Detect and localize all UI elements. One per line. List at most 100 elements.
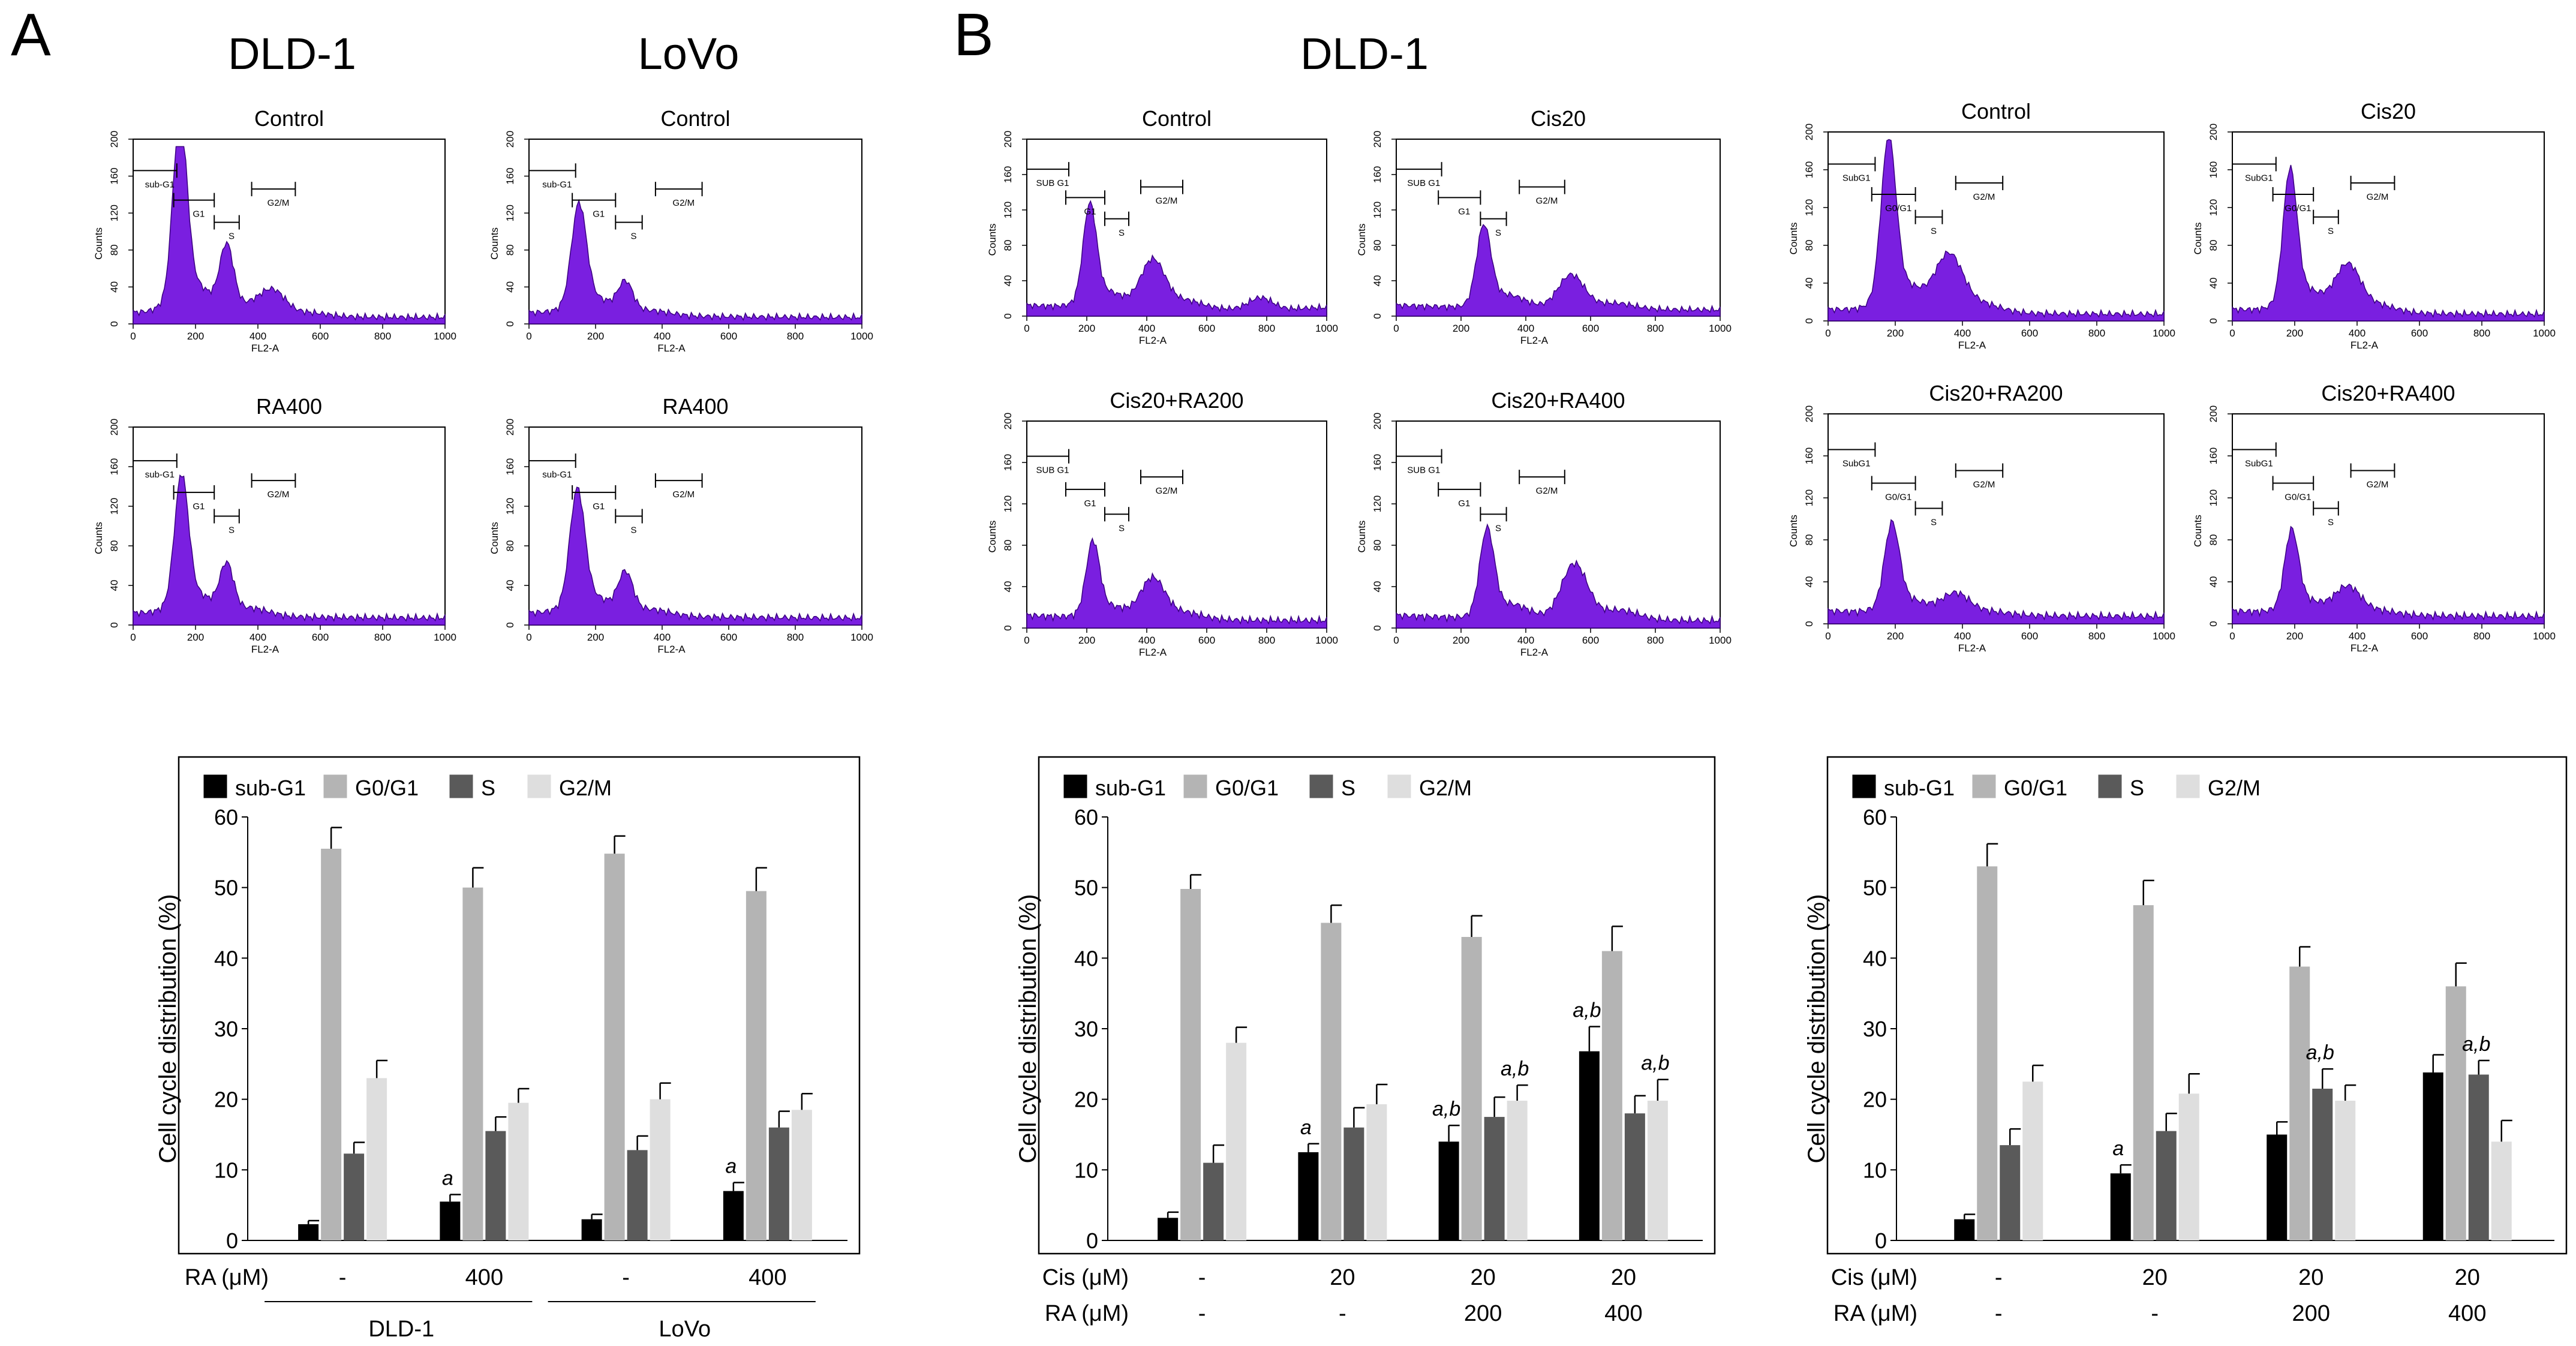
bar xyxy=(1438,1141,1459,1240)
histogram-xtick-label: 0 xyxy=(1825,328,1830,339)
bar-chart-c: 0 10 20 30 40 50 60 Cell cycle distribution (%)… xyxy=(1803,756,2568,1326)
bar xyxy=(2133,905,2154,1240)
histogram-xtick-label: 0 xyxy=(1024,323,1029,334)
histogram-ytick-label: 80 xyxy=(1372,240,1383,251)
histogram-xlabel: FL2-A xyxy=(657,644,686,655)
bar xyxy=(1203,1162,1224,1240)
histogram-ytick-label: 160 xyxy=(109,458,120,475)
histogram-xtick-label: 800 xyxy=(787,331,804,342)
histogram-xtick-label: 0 xyxy=(2229,630,2235,642)
y-tick-label: 0 xyxy=(1086,1228,1098,1253)
histogram-xtick-label: 1000 xyxy=(1315,323,1338,334)
gate-label: G2/M xyxy=(1973,192,1995,202)
histogram-c-cis20-ra400: Cis20+RA400 0 40 80 120 160 200 0 200 400 600 800 10… xyxy=(2192,381,2556,654)
histogram-ytick-label: 120 xyxy=(2208,489,2219,506)
histogram-ytick-label: 40 xyxy=(2208,278,2219,289)
histogram-profile xyxy=(1026,200,1327,317)
histogram-xtick-label: 1000 xyxy=(2153,328,2175,339)
bar xyxy=(462,887,483,1240)
histogram-a-lovo-control: Control 0 40 80 120 160 200 0 200 400 600 800 1000 FL… xyxy=(489,106,873,354)
bar-chart-a: 0 10 20 30 40 50 60 Cell cycle distribution (%)… xyxy=(155,756,861,1342)
histogram-c-control: Control 0 40 80 120 160 200 0 200 400 600 800 1000 FL… xyxy=(1788,99,2175,351)
histogram-xtick-label: 0 xyxy=(526,331,531,342)
treatment-value: 20 xyxy=(2142,1265,2168,1290)
legend-swatch xyxy=(1852,774,1876,798)
histogram-xlabel: FL2-A xyxy=(1139,335,1167,346)
histogram-ytick-label: 0 xyxy=(1372,625,1383,630)
histogram-xtick-label: 0 xyxy=(1393,323,1399,334)
gate-label: G1 xyxy=(1084,206,1096,217)
gate-label: sub-G1 xyxy=(542,179,572,190)
histogram-profile xyxy=(2232,525,2545,624)
histogram-ytick-label: 120 xyxy=(504,498,516,515)
histogram-xtick-label: 600 xyxy=(2411,630,2428,642)
histogram-xtick-label: 800 xyxy=(1258,635,1275,646)
gate-label: G2/M xyxy=(267,489,290,500)
histogram-xtick-label: 400 xyxy=(1517,323,1534,334)
histogram-xlabel: FL2-A xyxy=(2350,642,2379,654)
histogram-ytick-label: 0 xyxy=(1002,625,1014,630)
histogram-ytick-label: 160 xyxy=(109,167,120,184)
histogram-ytick-label: 40 xyxy=(504,580,516,591)
histogram-ytick-label: 200 xyxy=(504,131,516,148)
histogram-xtick-label: 400 xyxy=(1517,635,1534,646)
gate-label: S xyxy=(1495,228,1501,238)
histogram-xtick-label: 200 xyxy=(187,632,204,643)
gate-label: S xyxy=(1495,523,1501,533)
histogram-a-lovo-ra400: RA400 0 40 80 120 160 200 0 200 400 600 800 1000 FL2-… xyxy=(489,394,873,655)
treatment-value: 20 xyxy=(2455,1265,2480,1290)
histogram-xtick-label: 400 xyxy=(654,632,671,643)
treatment-value: - xyxy=(1198,1265,1206,1290)
histogram-ytick-label: 80 xyxy=(1002,240,1014,251)
panel-a-heading-dld1: DLD-1 xyxy=(228,29,356,79)
histogram-xlabel: FL2-A xyxy=(1520,335,1549,346)
bar xyxy=(791,1110,812,1240)
significance-label: a xyxy=(2112,1137,2124,1160)
histogram-ytick-label: 0 xyxy=(504,622,516,627)
histogram-xtick-label: 600 xyxy=(720,632,737,643)
histogram-frame xyxy=(1026,139,1327,317)
bar xyxy=(485,1131,506,1240)
histogram-xtick-label: 200 xyxy=(1453,635,1469,646)
histogram-title: Control xyxy=(660,106,730,131)
treatment-value: 20 xyxy=(1330,1265,1355,1290)
treatment-value: 200 xyxy=(2292,1301,2330,1326)
gate-label: G2/M xyxy=(1156,196,1178,206)
treatment-value: 400 xyxy=(749,1265,786,1290)
histogram-ylabel: Counts xyxy=(2192,223,2204,255)
histogram-ytick-label: 160 xyxy=(1803,447,1815,464)
histogram-ytick-label: 120 xyxy=(1372,495,1383,512)
y-tick-label: 0 xyxy=(226,1228,238,1253)
significance-label: a,b xyxy=(1573,999,1601,1021)
gate-label: G2/M xyxy=(267,198,290,208)
histogram-profile xyxy=(1396,224,1721,317)
gate-label: G2/M xyxy=(1156,486,1178,496)
treatment-value: - xyxy=(1995,1301,2003,1326)
histogram-xtick-label: 600 xyxy=(312,632,329,643)
histogram-xtick-label: 800 xyxy=(1258,323,1275,334)
histogram-xtick-label: 400 xyxy=(1954,328,1971,339)
bar xyxy=(2422,1072,2443,1240)
histogram-xtick-label: 400 xyxy=(1138,635,1155,646)
histogram-xtick-label: 200 xyxy=(587,331,604,342)
histogram-xtick-label: 800 xyxy=(2473,630,2490,642)
bar xyxy=(1624,1113,1645,1240)
bar xyxy=(2110,1173,2131,1240)
histogram-ylabel: Counts xyxy=(1788,515,1799,547)
bar-chart-b: 0 10 20 30 40 50 60 Cell cycle distribution (%)… xyxy=(1015,756,1716,1326)
histogram-title: Control xyxy=(1961,99,2031,124)
gate-label: sub-G1 xyxy=(145,179,175,190)
histogram-xtick-label: 0 xyxy=(1393,635,1399,646)
histogram-ytick-label: 160 xyxy=(1002,166,1014,183)
bar xyxy=(1601,951,1622,1240)
bar xyxy=(1366,1104,1387,1240)
gate-label: G1 xyxy=(193,501,205,512)
histogram-xtick-label: 800 xyxy=(2473,328,2490,339)
histogram-ytick-label: 160 xyxy=(1803,161,1815,178)
histogram-ytick-label: 80 xyxy=(2208,240,2219,251)
histogram-xtick-label: 600 xyxy=(1582,323,1599,334)
histogram-ylabel: Counts xyxy=(1356,521,1367,553)
histogram-ylabel: Counts xyxy=(489,227,500,260)
gate-label: SUB G1 xyxy=(1407,178,1440,188)
